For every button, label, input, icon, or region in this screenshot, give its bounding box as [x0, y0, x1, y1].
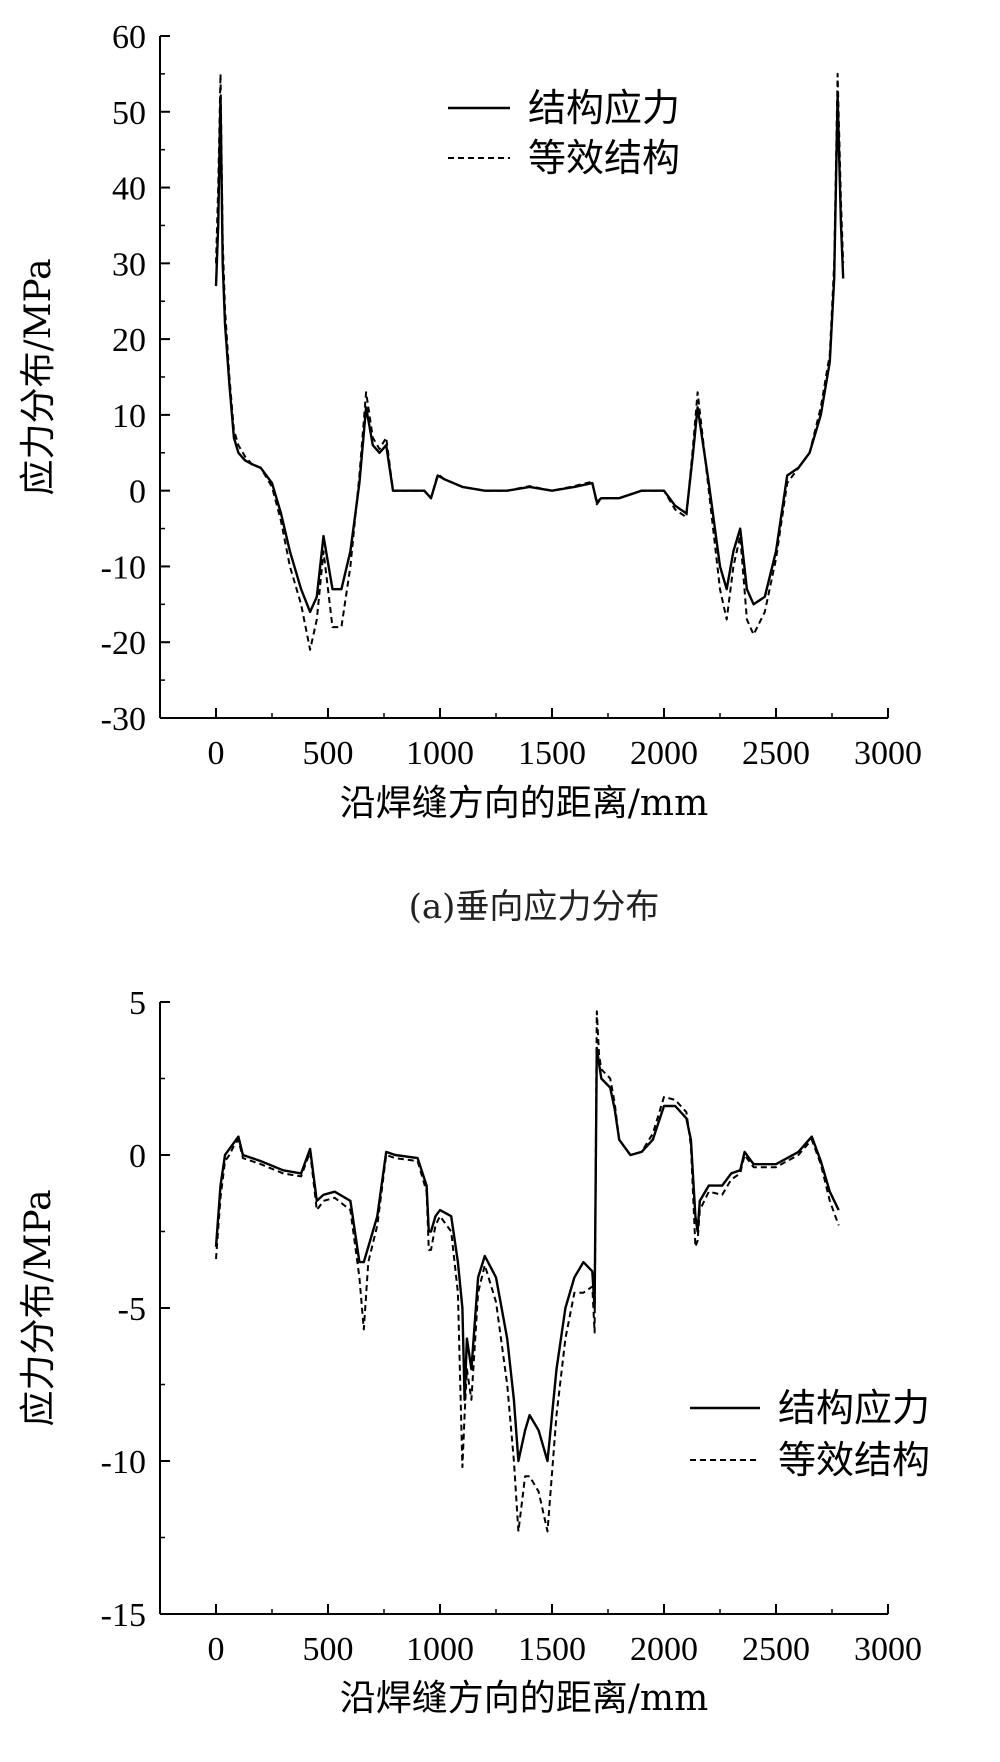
y-tick-label: 40	[112, 171, 146, 208]
x-tick-label: 3000	[854, 1631, 922, 1668]
x-tick-label: 500	[303, 735, 354, 772]
x-tick-label: 0	[208, 1631, 225, 1668]
y-tick-label: 50	[112, 95, 146, 132]
y-axis-label: 应力分布/MPa	[18, 258, 59, 495]
figure-caption: (a)垂向应力分布	[409, 887, 660, 927]
series-line-equivalent-structure	[215, 1010, 840, 1533]
x-axis-label: 沿焊缝方向的距离/mm	[340, 783, 708, 824]
x-axis-label: 沿焊缝方向的距离/mm	[340, 1678, 708, 1719]
y-tick-label: 0	[129, 1138, 146, 1175]
legend-label: 等效结构	[528, 136, 680, 180]
x-tick-label: 1000	[406, 735, 474, 772]
legend-label: 结构应力	[778, 1386, 930, 1430]
y-tick-label: 30	[112, 246, 146, 283]
y-tick-label: -10	[101, 549, 146, 586]
series-line-structural-stress	[214, 1046, 840, 1463]
legend-label: 结构应力	[528, 86, 680, 130]
y-tick-label: 10	[112, 398, 146, 435]
y-tick-label: 60	[112, 19, 146, 56]
chart-vertical-stress: -30 -20 -10 0 10 20 30 40 50 60 0 500 1000 1500 2000 25…	[18, 19, 922, 927]
x-tick-label: 500	[303, 1631, 354, 1668]
series-line-equivalent-structure	[215, 72, 845, 651]
y-axis-label: 应力分布/MPa	[18, 1189, 59, 1426]
x-tick-label: 1500	[518, 735, 586, 772]
x-tick-label: 2000	[630, 1631, 698, 1668]
y-tick-label: 5	[129, 985, 146, 1022]
y-tick-label: -30	[101, 701, 146, 738]
x-tick-label: 2500	[742, 1631, 810, 1668]
x-tick-label: 0	[208, 735, 225, 772]
x-tick-label: 1500	[518, 1631, 586, 1668]
x-tick-label: 3000	[854, 735, 922, 772]
x-tick-label: 1000	[406, 1631, 474, 1668]
y-tick-label: -20	[101, 625, 146, 662]
chart-lateral-stress: -15 -10 -5 0 5 0 500 1000 1500 2000 2500 3000 沿焊缝方向的…	[18, 985, 930, 1719]
y-tick-label: 0	[129, 474, 146, 511]
x-tick-label: 2500	[742, 735, 810, 772]
y-tick-label: 20	[112, 322, 146, 359]
y-tick-label: -10	[101, 1444, 146, 1481]
series-line-structural-stress	[214, 95, 845, 614]
y-tick-label: -5	[118, 1291, 146, 1328]
legend-label: 等效结构	[778, 1438, 930, 1482]
x-tick-label: 2000	[630, 735, 698, 772]
y-tick-label: -15	[101, 1597, 146, 1634]
